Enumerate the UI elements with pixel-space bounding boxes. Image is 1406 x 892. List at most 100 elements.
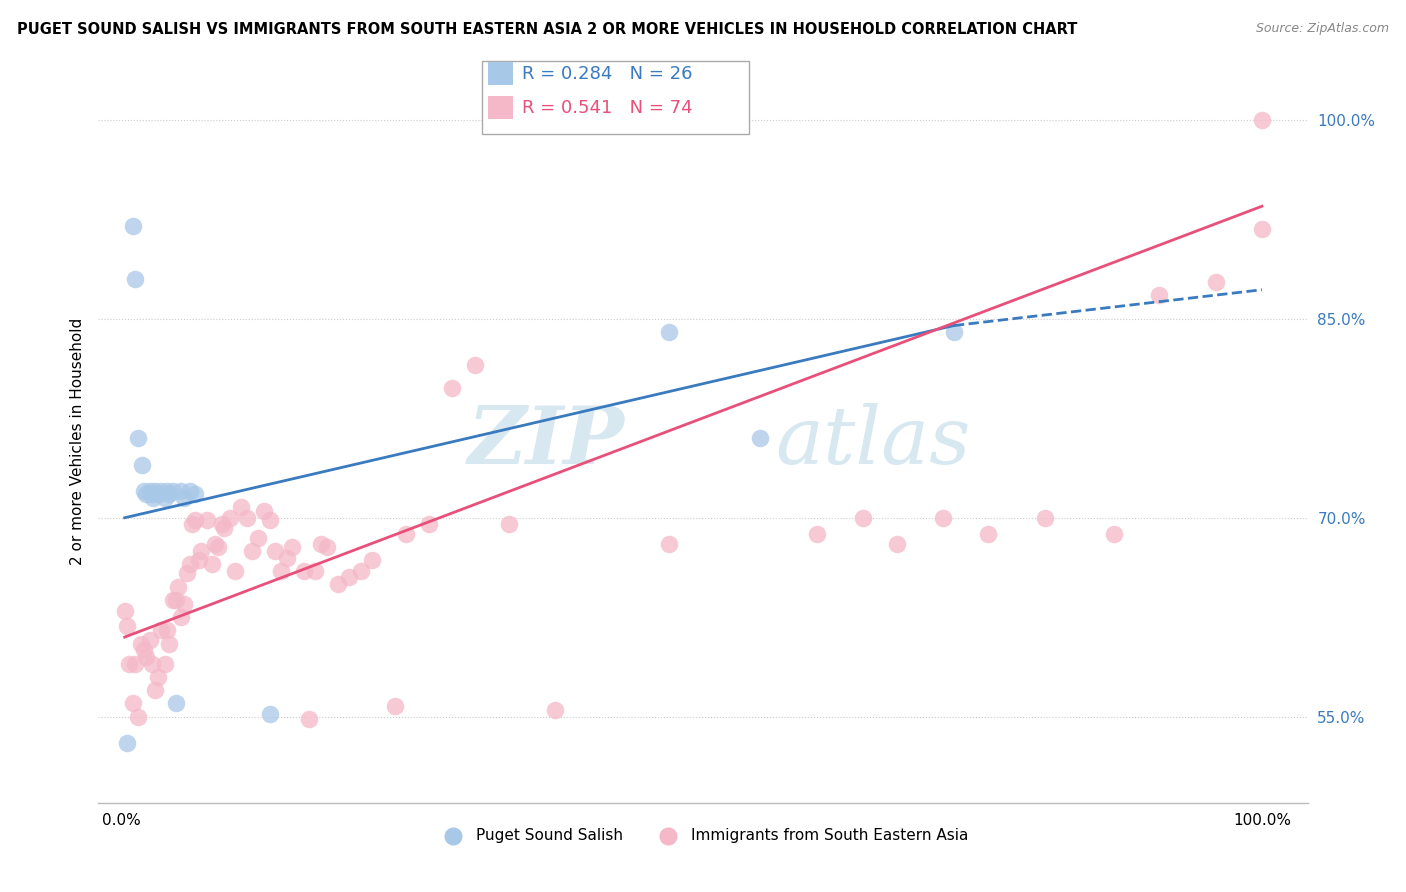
Point <box>806 526 828 541</box>
Point <box>162 593 184 607</box>
Point <box>165 697 187 711</box>
Point <box>315 540 337 554</box>
Text: PUGET SOUND SALISH VS IMMIGRANTS FROM SOUTH EASTERN ASIA 2 OR MORE VEHICLES IN H: PUGET SOUND SALISH VS IMMIGRANTS FROM SO… <box>17 22 1077 37</box>
Point <box>157 487 180 501</box>
Point <box>150 484 173 499</box>
Point <box>129 637 152 651</box>
Point <box>187 553 209 567</box>
Point <box>211 517 233 532</box>
Point <box>156 484 179 499</box>
Point <box>173 491 195 505</box>
Point <box>141 487 163 501</box>
Point <box>167 580 190 594</box>
Text: ZIP: ZIP <box>468 403 624 480</box>
Point <box>418 517 440 532</box>
Point <box>127 709 149 723</box>
Point <box>132 643 155 657</box>
Point <box>135 650 157 665</box>
Point <box>115 619 138 633</box>
Point <box>350 564 373 578</box>
Point <box>124 657 146 671</box>
Point <box>658 537 681 551</box>
Point <box>931 510 953 524</box>
Point <box>207 540 229 554</box>
Point <box>326 577 349 591</box>
Point <box>169 484 191 499</box>
Point <box>235 510 257 524</box>
Point <box>281 540 304 554</box>
Point <box>658 325 681 339</box>
Point <box>141 657 163 671</box>
Point <box>1251 221 1274 235</box>
Point <box>304 564 326 578</box>
Point <box>942 325 965 339</box>
Point <box>498 517 520 532</box>
Point <box>1033 510 1056 524</box>
Point <box>184 487 207 501</box>
Point <box>253 504 276 518</box>
Point <box>276 550 298 565</box>
Point <box>115 736 138 750</box>
Point <box>176 566 198 581</box>
Point <box>204 537 226 551</box>
Point <box>264 544 287 558</box>
Point <box>145 683 167 698</box>
Point <box>292 564 315 578</box>
Point <box>1102 526 1125 541</box>
Point <box>124 272 146 286</box>
Point <box>169 610 191 624</box>
Y-axis label: 2 or more Vehicles in Household: 2 or more Vehicles in Household <box>69 318 84 566</box>
Point <box>118 657 141 671</box>
Point <box>165 593 187 607</box>
Point <box>441 381 464 395</box>
Point <box>242 544 264 558</box>
Point <box>150 624 173 638</box>
Point <box>146 487 169 501</box>
Point <box>162 484 184 499</box>
Point <box>229 500 252 515</box>
Point <box>259 706 281 721</box>
Text: R = 0.284   N = 26: R = 0.284 N = 26 <box>522 65 692 83</box>
Point <box>153 657 176 671</box>
Point <box>139 632 162 647</box>
Point <box>146 670 169 684</box>
Point <box>298 712 321 726</box>
Point <box>190 544 212 558</box>
Point <box>173 597 195 611</box>
Point <box>395 526 418 541</box>
Point <box>179 484 201 499</box>
Point <box>195 513 218 527</box>
Point <box>184 513 207 527</box>
Point <box>361 553 384 567</box>
Text: Source: ZipAtlas.com: Source: ZipAtlas.com <box>1256 22 1389 36</box>
Point <box>247 531 270 545</box>
Point <box>179 557 201 571</box>
Point <box>977 526 1000 541</box>
Point <box>544 703 567 717</box>
Point <box>131 458 153 472</box>
Point <box>259 513 281 527</box>
Point <box>337 570 360 584</box>
Point <box>142 491 165 505</box>
Point <box>749 431 772 445</box>
Text: atlas: atlas <box>776 403 972 480</box>
Point <box>114 603 136 617</box>
Legend: Puget Sound Salish, Immigrants from South Eastern Asia: Puget Sound Salish, Immigrants from Sout… <box>432 822 974 849</box>
Point <box>181 517 204 532</box>
Point <box>1251 113 1274 128</box>
Point <box>156 624 179 638</box>
Point <box>384 699 406 714</box>
Point <box>212 521 235 535</box>
Point <box>886 537 908 551</box>
Point <box>121 697 143 711</box>
Point <box>121 219 143 233</box>
Point <box>270 564 292 578</box>
Point <box>309 537 332 551</box>
Point <box>224 564 246 578</box>
Point <box>218 510 240 524</box>
Point <box>139 484 162 499</box>
Point <box>145 484 167 499</box>
Point <box>1205 275 1227 289</box>
Point <box>135 487 157 501</box>
Point <box>852 510 875 524</box>
